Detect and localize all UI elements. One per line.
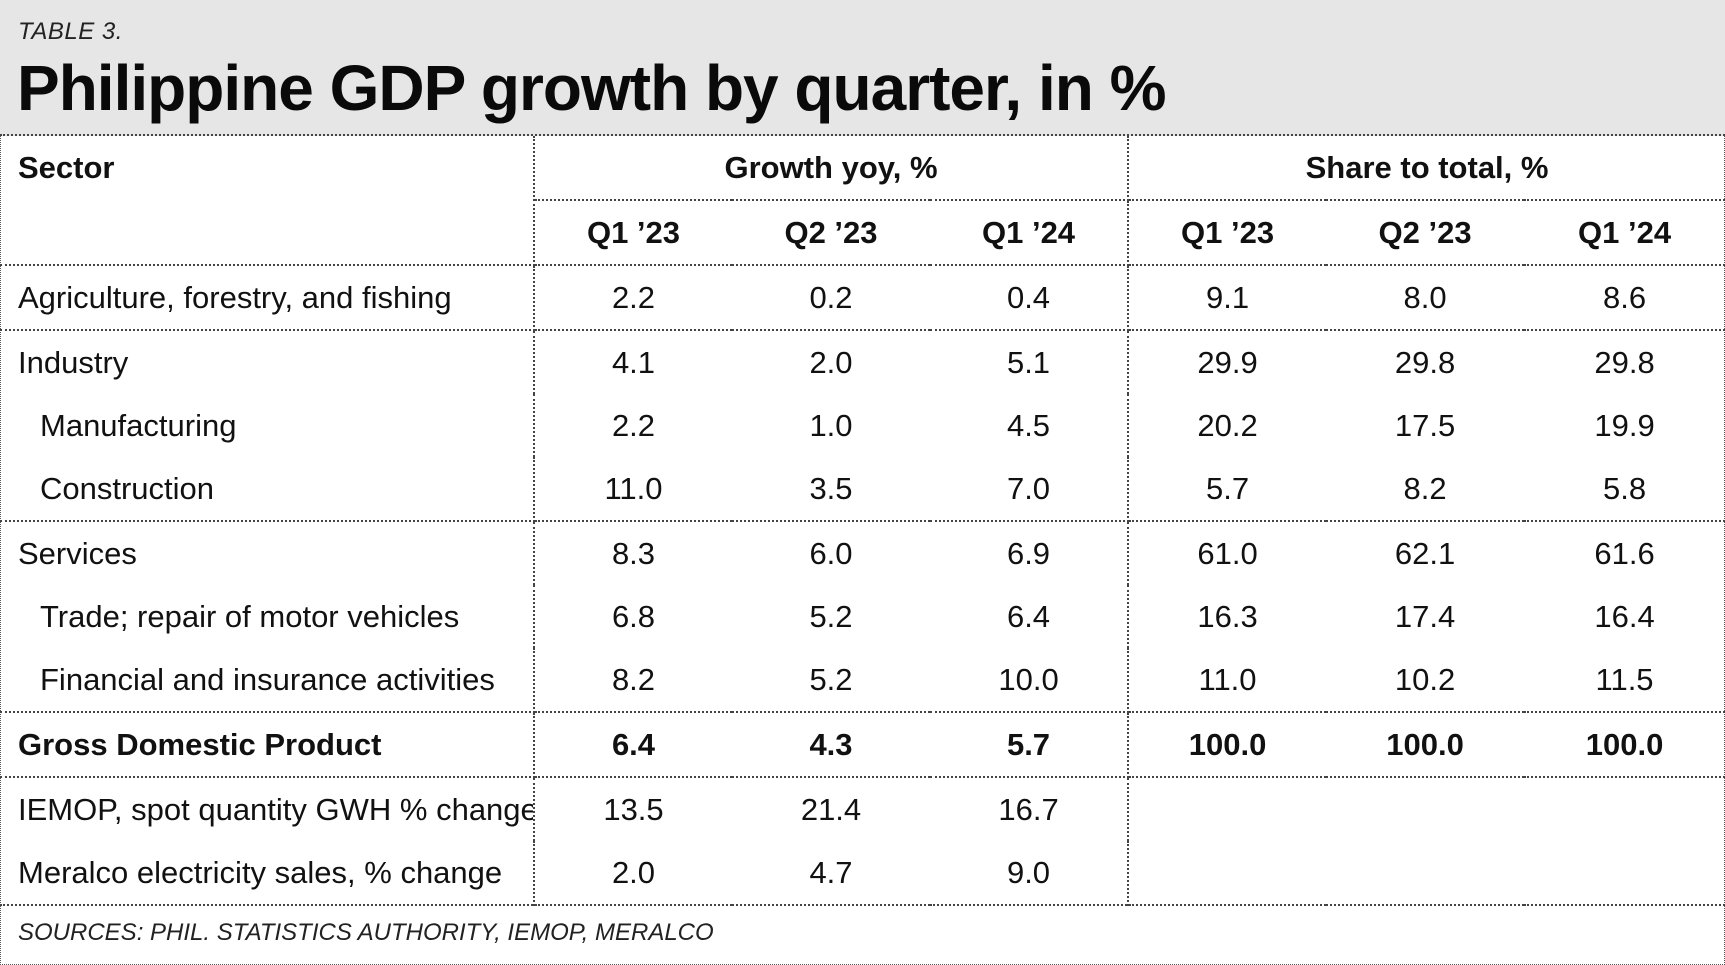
cell: 5.8 [1524,457,1725,522]
table-row: Trade; repair of motor vehicles 6.8 5.2 … [0,585,1725,648]
cell: 2.0 [611,854,656,890]
cell: 62.1 [1394,535,1456,571]
cell: 11.0 [534,457,732,522]
cell: 20.2 [1197,407,1258,443]
cell: 1.0 [809,407,853,443]
table-row: Meralco electricity sales, % change 2.0 … [0,841,1725,905]
sources-note: SOURCES: PHIL. STATISTICS AUTHORITY, IEM… [0,904,1725,960]
cell: 4.5 [930,394,1130,457]
quarter-header-row: Q1 ’23 Q2 ’23 Q1 ’24 Q1 ’23 Q2 ’23 Q1 ’2… [0,200,1725,266]
cell: 17.5 [1394,407,1456,443]
quarter-header: Q1 ’23 [1128,200,1327,266]
group-header-row: Sector Growth yoy, % Share to total, % [0,136,1725,266]
cell: 10.2 [1326,648,1525,713]
cell: 9.1 [1128,265,1327,331]
row-label: Trade; repair of motor vehicles [0,585,535,648]
cell [1326,841,1524,905]
cell [1524,777,1725,841]
quarter-header: Q1 ’24 [1524,200,1725,266]
cell: 6.9 [930,521,1130,585]
cell: 4.7 [809,854,853,890]
cell: 8.0 [1326,265,1525,331]
gdp-total-row: Gross Domestic Product 6.4 4.3 5.7 100.0… [0,712,1725,778]
cell: 4.1 [611,344,656,380]
cell: 29.8 [1394,344,1456,380]
cell [1524,841,1725,905]
row-label: Financial and insurance activities [0,648,535,713]
row-label: Manufacturing [0,394,535,457]
cell: 5.1 [930,330,1130,394]
cell [1128,777,1326,841]
cell [1326,777,1524,841]
cell: 0.2 [732,265,930,331]
cell: 61.0 [1197,535,1258,571]
cell: 2.0 [809,344,853,380]
table-title: Philippine GDP growth by quarter, in % [17,52,1166,124]
cell: 8.2 [1326,457,1525,522]
cell: 8.3 [611,535,656,571]
cell: 6.4 [534,712,732,778]
sources-row: SOURCES: PHIL. STATISTICS AUTHORITY, IEM… [0,904,1725,960]
row-label: Industry [0,330,535,394]
sector-header: Sector [0,136,535,266]
table-row: Financial and insurance activities 8.2 5… [0,648,1725,713]
cell: 5.2 [732,648,930,713]
cell: 16.3 [1197,598,1258,634]
cell: 100.0 [1128,712,1327,778]
growth-group-header: Growth yoy, % [534,136,1130,201]
table-row: Services 8.3 6.0 6.9 61.0 62.1 61.6 [0,521,1725,585]
cell: 100.0 [1326,712,1525,778]
quarter-header: Q1 ’23 [534,200,732,266]
cell: 6.8 [611,598,656,634]
cell: 29.8 [1594,344,1655,380]
cell: 6.0 [809,535,853,571]
cell: 5.2 [809,598,853,634]
row-label: Construction [0,457,535,522]
row-label: Agriculture, forestry, and fishing [0,265,535,331]
cell: 29.9 [1197,344,1258,380]
table-row: Agriculture, forestry, and fishing 2.2 0… [0,265,1725,331]
table-row: Industry 4.1 2.0 5.1 29.9 29.8 29.8 [0,330,1725,394]
cell: 17.4 [1394,598,1456,634]
cell: 5.7 [930,712,1130,778]
row-label: Gross Domestic Product [0,712,535,778]
quarter-header: Q1 ’24 [930,200,1130,266]
table-row: Construction 11.0 3.5 7.0 5.7 8.2 5.8 [0,457,1725,522]
cell: 16.4 [1594,598,1655,634]
cell: 61.6 [1594,535,1655,571]
cell: 6.4 [930,585,1130,648]
cell: 16.7 [930,777,1130,841]
cell: 8.2 [534,648,732,713]
gdp-table: Sector Growth yoy, % Share to total, % Q… [0,136,1725,960]
cell: 11.5 [1524,648,1725,713]
row-label: IEMOP, spot quantity GWH % change [0,777,535,841]
cell: 9.0 [930,841,1130,905]
cell: 2.2 [534,265,732,331]
table-header: TABLE 3. Philippine GDP growth by quarte… [0,0,1725,136]
cell [1128,841,1326,905]
row-label: Meralco electricity sales, % change [0,841,535,905]
cell: 11.0 [1128,648,1327,713]
cell: 7.0 [930,457,1130,522]
quarter-header: Q2 ’23 [732,200,930,266]
share-group-header: Share to total, % [1128,136,1725,201]
table-row: IEMOP, spot quantity GWH % change 13.5 2… [0,777,1725,841]
cell: 19.9 [1594,407,1655,443]
cell: 3.5 [732,457,930,522]
cell: 10.0 [930,648,1130,713]
cell: 8.6 [1524,265,1725,331]
row-label: Services [0,521,535,585]
cell: 4.3 [732,712,930,778]
table-row: Manufacturing 2.2 1.0 4.5 20.2 17.5 19.9 [0,394,1725,457]
cell: 21.4 [800,791,862,827]
cell: 5.7 [1128,457,1327,522]
cell: 100.0 [1524,712,1725,778]
table-label: TABLE 3. [18,18,123,45]
cell: 0.4 [930,265,1130,331]
cell: 2.2 [611,407,656,443]
cell: 13.5 [603,791,664,827]
quarter-header: Q2 ’23 [1326,200,1525,266]
